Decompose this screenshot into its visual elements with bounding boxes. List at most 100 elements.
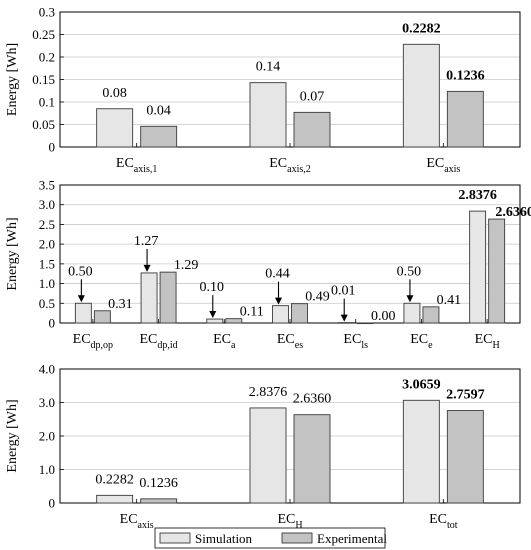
data-label: 0.1236 (446, 68, 485, 83)
category-label: ECdp,id (139, 332, 177, 351)
data-label: 0.10 (200, 280, 225, 295)
y-tick-label: 1.0 (39, 462, 55, 477)
bar-experimental (159, 271, 177, 324)
bar-experimental (93, 310, 111, 324)
y-tick-label: 1.5 (39, 256, 55, 271)
bar-simulation (402, 399, 440, 504)
data-label: 0.50 (397, 264, 422, 279)
category-label: ECaxis,1 (116, 156, 158, 175)
y-tick-label: 1.0 (39, 276, 55, 291)
data-label: 2.6360 (495, 205, 531, 220)
y-tick-label: 0.15 (32, 72, 55, 87)
y-tick-label: 3.5 (39, 178, 55, 193)
data-label: 0.14 (256, 60, 281, 75)
bar-simulation (272, 305, 289, 324)
bar-experimental (293, 414, 331, 504)
data-label: 2.6360 (293, 392, 332, 407)
category-label: ECaxis (120, 512, 154, 531)
y-axis-label: Energy [Wh] (5, 399, 20, 472)
y-tick-label: 0.1 (39, 95, 55, 110)
bar-simulation (140, 272, 158, 324)
data-label: 0.50 (68, 264, 93, 279)
bar-simulation (249, 407, 287, 504)
bar-experimental (422, 306, 440, 324)
bar-simulation (74, 302, 92, 324)
y-tick-label: 0 (49, 496, 56, 511)
data-label: 0.44 (265, 267, 290, 282)
y-tick-label: 4.0 (39, 362, 55, 377)
legend-label-experimental: Experimental (317, 531, 387, 546)
y-tick-label: 0.3 (39, 5, 55, 20)
data-label: 0.41 (437, 293, 462, 308)
data-label: 0.1236 (139, 476, 178, 491)
y-axis-label: Energy [Wh] (5, 217, 20, 290)
bar-simulation (96, 494, 134, 504)
bar-experimental (446, 90, 484, 148)
legend-box (154, 527, 386, 549)
legend-swatch-experimental (281, 532, 313, 544)
data-label: 0.31 (108, 297, 133, 312)
bar-simulation (337, 322, 355, 324)
legend-swatch-simulation (159, 532, 191, 544)
data-label: 0.11 (240, 305, 264, 320)
data-label: 0.00 (371, 309, 396, 324)
bar-experimental (293, 111, 331, 148)
bar-simulation (206, 318, 224, 324)
y-tick-label: 3.0 (39, 197, 55, 212)
category-label: ECa (213, 332, 236, 351)
bar-experimental (140, 125, 178, 148)
category-label: ECls (343, 332, 368, 351)
category-label: ECH (475, 332, 500, 351)
data-label: 0.49 (305, 290, 330, 305)
y-tick-label: 2.0 (39, 237, 55, 252)
data-label: 1.27 (134, 234, 159, 249)
bar-experimental (225, 318, 243, 324)
y-axis-label: Energy [Wh] (5, 43, 20, 116)
data-label: 2.7597 (446, 388, 485, 403)
y-tick-label: 0 (49, 140, 56, 155)
category-label: ECaxis (426, 156, 460, 175)
arrow-head (340, 314, 348, 322)
category-label: ECes (277, 332, 303, 351)
bar-simulation (403, 302, 421, 324)
y-tick-label: 2.0 (39, 429, 55, 444)
category-label: ECdp,op (73, 332, 113, 351)
data-label: 0.2282 (402, 21, 441, 36)
data-label: 0.08 (102, 86, 127, 101)
arrow-head (143, 264, 151, 272)
data-label: 2.8376 (458, 188, 497, 203)
data-label: 3.0659 (402, 377, 441, 392)
data-label: 0.01 (331, 284, 356, 299)
y-tick-label: 2.5 (39, 217, 55, 232)
bar-simulation (249, 82, 287, 148)
arrow-head (275, 297, 282, 305)
legend-label-simulation: Simulation (195, 531, 253, 546)
arrow-head (77, 295, 85, 303)
data-label: 0.04 (146, 103, 171, 118)
bar-simulation (469, 210, 487, 324)
data-label: 0.2282 (95, 472, 134, 487)
arrow-head (209, 311, 217, 319)
bar-simulation (96, 108, 134, 148)
bar-experimental (291, 303, 308, 324)
category-label: ECaxis,2 (269, 156, 311, 175)
category-label: ECe (410, 332, 433, 351)
y-tick-label: 0.2 (39, 50, 55, 65)
category-label: ECtot (429, 512, 458, 531)
bar-experimental (356, 322, 374, 325)
data-label: 0.07 (300, 89, 325, 104)
bar-experimental (446, 410, 484, 504)
data-label: 2.8376 (249, 385, 288, 400)
y-tick-label: 0.25 (32, 27, 55, 42)
category-label: ECH (277, 512, 302, 531)
y-tick-label: 0 (49, 316, 56, 331)
y-tick-label: 0.05 (32, 117, 55, 132)
bar-experimental (488, 218, 506, 324)
bar-experimental (140, 498, 178, 504)
data-label: 1.29 (174, 258, 199, 273)
bar-simulation (402, 43, 440, 148)
arrow-head (406, 295, 414, 303)
y-tick-label: 3.0 (39, 395, 55, 410)
